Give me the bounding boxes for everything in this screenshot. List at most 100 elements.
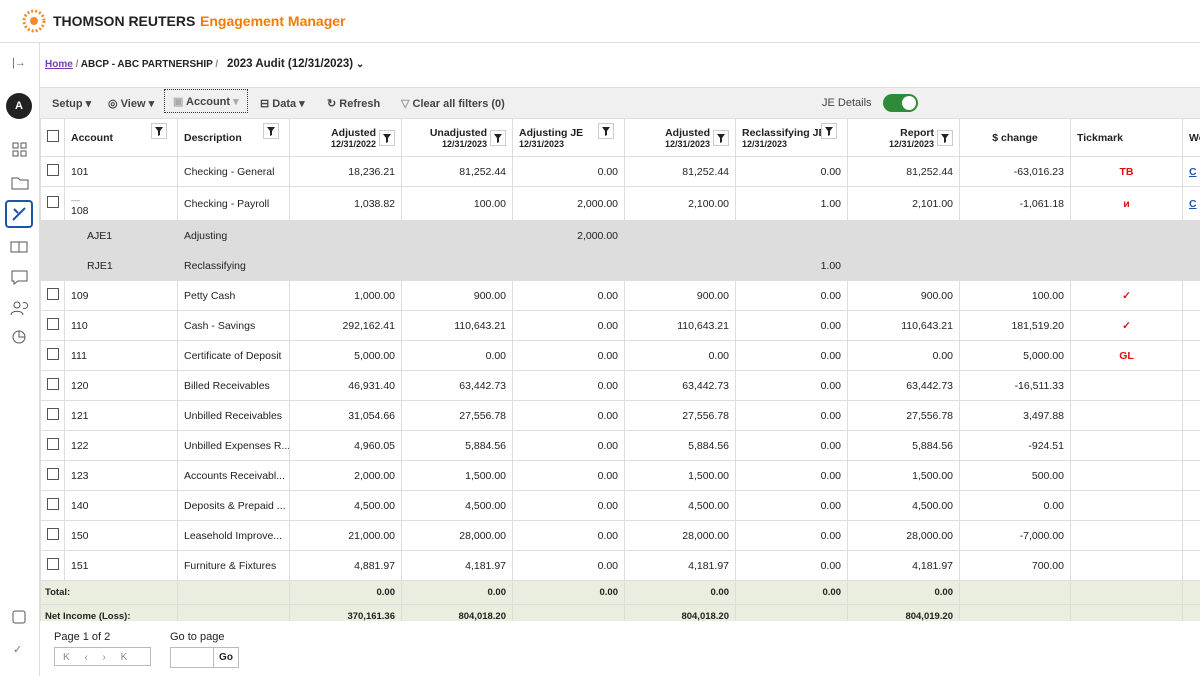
column-header[interactable]: Account	[64, 118, 178, 157]
view-button[interactable]: ◎ View ▾	[108, 98, 155, 110]
checkbox[interactable]	[47, 528, 59, 540]
workpaper-link[interactable]: C	[1189, 165, 1197, 178]
column-header[interactable]: Adjusting JE 12/31/2023	[512, 118, 625, 157]
checkbox[interactable]	[47, 408, 59, 420]
expander[interactable]: —	[71, 194, 80, 205]
tickmark: TB	[1119, 165, 1134, 178]
clear-filters[interactable]: ▽ Clear all filters (0)	[401, 98, 505, 110]
cell	[1070, 550, 1183, 581]
column-header[interactable]: $ change	[959, 118, 1071, 157]
checkbox[interactable]	[47, 164, 59, 176]
row-select[interactable]	[40, 310, 65, 341]
checkbox[interactable]	[47, 318, 59, 330]
filter-icon[interactable]	[713, 129, 729, 146]
row-select[interactable]	[40, 370, 65, 401]
setup-button[interactable]: Setup ▾	[52, 98, 92, 110]
cell-text: 4,181.97	[465, 559, 506, 572]
row-select[interactable]	[40, 550, 65, 581]
workpaper-link[interactable]: C	[1189, 197, 1197, 210]
row-select[interactable]	[40, 430, 65, 461]
cell-text: 2,101.00	[912, 197, 953, 210]
header-text: Report 12/31/2023	[889, 127, 934, 149]
client[interactable]: ABCP - ABC PARTNERSHIP	[80, 59, 213, 70]
cell: -924.51	[959, 430, 1071, 461]
column-header[interactable]: Wo	[1182, 118, 1200, 157]
cell-text: 28,000.00	[906, 529, 953, 542]
home-link[interactable]: Home	[45, 59, 73, 70]
row-select[interactable]	[40, 280, 65, 311]
row-select[interactable]	[40, 186, 65, 221]
column-header[interactable]: Description	[177, 118, 290, 157]
column-header[interactable]: Report 12/31/2023	[847, 118, 960, 157]
column-header[interactable]: Reclassifying JE 12/31/2023	[735, 118, 848, 157]
account-row[interactable]: 101 Checking - General 18,236.21 81,252.44 0…	[40, 156, 1200, 187]
checkbox[interactable]	[47, 498, 59, 510]
checkbox[interactable]	[47, 378, 59, 390]
account-row[interactable]: 123 Accounts Receivabl... 2,000.00 1,500.00…	[40, 460, 1200, 491]
avatar[interactable]: A	[6, 93, 32, 119]
account-row[interactable]: 121 Unbilled Receivables 31,054.66 27,556.7…	[40, 400, 1200, 431]
cell	[959, 604, 1071, 621]
filter-icon[interactable]	[263, 123, 279, 139]
je-toggle[interactable]	[883, 94, 918, 112]
account-button[interactable]: ▣ Account ▾	[164, 89, 248, 113]
cell-text: 292,162.41	[342, 319, 395, 332]
checkbox[interactable]	[47, 196, 59, 208]
row-select[interactable]	[40, 156, 65, 187]
cell-text: Unbilled Receivables	[184, 409, 283, 422]
account-row[interactable]: —108 Checking - Payroll 1,038.82 100.00 2,00…	[40, 186, 1200, 221]
checkbox[interactable]	[47, 468, 59, 480]
expand-icon[interactable]: |→	[12, 57, 26, 69]
filter-icon[interactable]	[490, 129, 506, 146]
cell: 0.00	[512, 580, 625, 605]
filter-icon[interactable]	[379, 129, 395, 146]
data-button[interactable]: ⊟ Data ▾	[260, 98, 305, 110]
checkbox[interactable]	[47, 348, 59, 360]
checkbox[interactable]	[47, 438, 59, 450]
column-header[interactable]: Adjusted 12/31/2023	[624, 118, 736, 157]
pager-buttons[interactable]: K ‹ › K	[54, 647, 151, 666]
account-row[interactable]: 111 Certificate of Deposit 5,000.00 0.00 0.0…	[40, 340, 1200, 371]
go-button[interactable]: Go	[213, 647, 239, 668]
cell-text: 100.00	[1031, 289, 1064, 302]
cell	[1070, 460, 1183, 491]
cell	[289, 250, 402, 281]
cell: 5,000.00	[959, 340, 1071, 371]
column-header[interactable]: Unadjusted 12/31/2023	[401, 118, 513, 157]
column-header[interactable]: Tickmark	[1070, 118, 1183, 157]
header: THOMSON REUTERS Engagement Manager	[0, 0, 1200, 43]
page-input[interactable]	[170, 647, 214, 668]
filter-icon[interactable]	[821, 123, 837, 139]
cell-text: 4,500.00	[688, 499, 729, 512]
cell: 110,643.21	[624, 310, 736, 341]
checkbox[interactable]	[47, 288, 59, 300]
cell-text: 110	[71, 319, 88, 332]
header-text: Reclassifying JE 12/31/2023	[742, 127, 825, 149]
cell-text: 111	[71, 349, 87, 362]
check-icon[interactable]: ✓	[13, 644, 23, 656]
cell-text: 81,252.44	[459, 165, 506, 178]
account-row[interactable]: 120 Billed Receivables 46,931.40 63,442.73 0…	[40, 370, 1200, 401]
breadcrumb: Home / ABCP - ABC PARTNERSHIP / 2023 Aud…	[45, 58, 365, 70]
row-select[interactable]	[40, 520, 65, 551]
row-select[interactable]	[40, 340, 65, 371]
account-row[interactable]: 140 Deposits & Prepaid ... 4,500.00 4,500.0…	[40, 490, 1200, 521]
checkbox[interactable]	[47, 558, 59, 570]
filter-icon[interactable]	[151, 123, 167, 139]
cell-text: RJE1	[87, 259, 113, 272]
account-row[interactable]: 151 Furniture & Fixtures 4,881.97 4,181.97 0…	[40, 550, 1200, 581]
account-row[interactable]: 109 Petty Cash 1,000.00 900.00 0.00 900.00 0.0…	[40, 280, 1200, 311]
account-row[interactable]: 110 Cash - Savings 292,162.41 110,643.21 0.0…	[40, 310, 1200, 341]
column-header[interactable]: Adjusted 12/31/2022	[289, 118, 402, 157]
engagement[interactable]: 2023 Audit (12/31/2023)	[226, 58, 354, 70]
filter-icon[interactable]	[598, 123, 614, 139]
filter-icon[interactable]	[937, 129, 953, 146]
refresh-button[interactable]: ↻ Refresh	[327, 98, 381, 110]
row-select[interactable]	[40, 400, 65, 431]
row-select[interactable]	[40, 460, 65, 491]
select-all[interactable]	[40, 118, 65, 157]
row-select[interactable]	[40, 490, 65, 521]
account-row[interactable]: 122 Unbilled Expenses R... 4,960.05 5,884.5…	[40, 430, 1200, 461]
cell: 100.00	[959, 280, 1071, 311]
account-row[interactable]: 150 Leasehold Improve... 21,000.00 28,000.0…	[40, 520, 1200, 551]
